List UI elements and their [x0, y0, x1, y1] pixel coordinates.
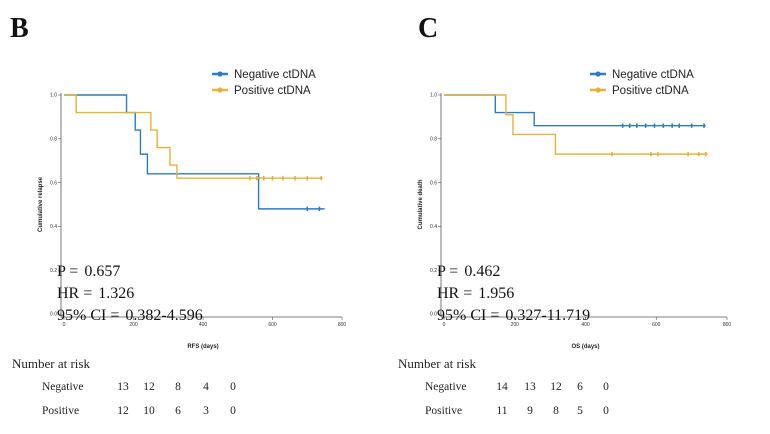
km-curve-negative [64, 94, 325, 210]
risk-value-positive: 3 [203, 405, 209, 417]
stat-p: P = 0.657 [57, 263, 120, 280]
stat-hr: HR = 1.326 [57, 285, 134, 302]
risk-value-negative: 8 [175, 381, 181, 393]
x-tick-label: 600 [268, 322, 277, 328]
x-tick-label: 400 [581, 322, 590, 328]
risk-value-positive: 8 [553, 405, 559, 417]
x-tick-label: 400 [199, 322, 208, 328]
stat-ci-value: 0.382-4.596 [125, 307, 202, 324]
y-tick-label: 1.0 [50, 93, 57, 99]
risk-value-negative: 4 [203, 381, 209, 393]
risk-value-negative: 6 [577, 381, 583, 393]
risk-value-positive: 5 [577, 405, 583, 417]
risk-value-negative: 0 [230, 381, 236, 393]
stat-hr-value: 1.326 [98, 285, 134, 302]
risk-value-positive: 9 [527, 405, 533, 417]
y-tick-label: 0.8 [430, 137, 437, 143]
x-tick-label: 0 [63, 322, 66, 328]
stat-hr-value: 1.956 [478, 285, 514, 302]
stat-ci: 95% CI = 0.382-4.596 [57, 307, 203, 324]
y-tick-label: 0.4 [430, 224, 437, 230]
x-tick-label: 600 [652, 322, 661, 328]
stat-ci: 95% CI = 0.327-11.719 [437, 307, 590, 324]
x-tick-label: 200 [511, 322, 520, 328]
stat-ci-label: 95% CI = [437, 307, 499, 324]
x-tick-label: 800 [723, 322, 732, 328]
stat-ci-value: 0.327-11.719 [505, 307, 590, 324]
x-tick-label: 0 [443, 322, 446, 328]
y-axis-title: Cumulative death [418, 179, 424, 229]
x-tick-label: 800 [338, 322, 347, 328]
panel-letter: B [10, 13, 29, 44]
legend-label-negative: Negative ctDNA [612, 69, 694, 81]
y-tick-label: 0.4 [50, 224, 57, 230]
risk-value-negative: 12 [143, 381, 155, 393]
risk-row-label-positive: Positive [425, 405, 462, 417]
risk-value-positive: 11 [496, 405, 507, 417]
legend-label-positive: Positive ctDNA [612, 85, 689, 97]
stat-hr-label: HR = [437, 285, 472, 302]
risk-row-label-negative: Negative [425, 381, 467, 393]
risk-table-title: Number at risk [398, 356, 476, 371]
risk-value-positive: 0 [603, 405, 609, 417]
y-tick-label: 0.8 [50, 137, 57, 143]
risk-value-negative: 0 [603, 381, 609, 393]
risk-value-negative: 12 [550, 381, 562, 393]
y-tick-label: 0.6 [430, 180, 437, 186]
risk-row-label-negative: Negative [42, 381, 84, 393]
risk-value-positive: 6 [175, 405, 181, 417]
risk-table-title: Number at risk [12, 356, 90, 371]
panel-letter: C [418, 13, 438, 44]
stat-ci-label: 95% CI = [57, 307, 119, 324]
y-tick-label: 0.6 [50, 180, 57, 186]
legend-marker-positive [595, 87, 601, 93]
legend-label-positive: Positive ctDNA [234, 85, 311, 97]
risk-value-negative: 14 [496, 381, 508, 393]
stat-p-value: 0.657 [84, 263, 120, 280]
risk-value-positive: 12 [117, 405, 129, 417]
risk-value-negative: 13 [117, 381, 129, 393]
stat-p-label: P = [437, 263, 458, 280]
stat-p-label: P = [57, 263, 78, 280]
legend-marker-negative [595, 71, 601, 77]
x-tick-label: 200 [129, 322, 138, 328]
stat-p: P = 0.462 [437, 263, 500, 280]
km-curve-positive [64, 94, 323, 179]
y-tick-label: 1.0 [430, 93, 437, 99]
risk-value-negative: 13 [524, 381, 536, 393]
risk-value-positive: 0 [230, 405, 236, 417]
stat-p-value: 0.462 [464, 263, 500, 280]
y-tick-label: 0.0 [430, 312, 437, 318]
risk-value-positive: 10 [143, 405, 155, 417]
x-axis-title: OS (days) [571, 344, 599, 350]
km-curve-positive [444, 94, 708, 155]
y-tick-label: 0.0 [50, 312, 57, 318]
risk-row-label-positive: Positive [42, 405, 79, 417]
x-axis-title: RFS (days) [187, 344, 218, 350]
y-tick-label: 0.2 [430, 268, 437, 274]
y-axis-title: Cumulative relapse [38, 176, 44, 232]
legend-marker-negative [217, 71, 223, 77]
legend-label-negative: Negative ctDNA [234, 69, 316, 81]
stat-hr-label: HR = [57, 285, 92, 302]
legend-marker-positive [217, 87, 223, 93]
stat-hr: HR = 1.956 [437, 285, 514, 302]
km-curve-negative [444, 94, 706, 127]
y-tick-label: 0.2 [50, 268, 57, 274]
